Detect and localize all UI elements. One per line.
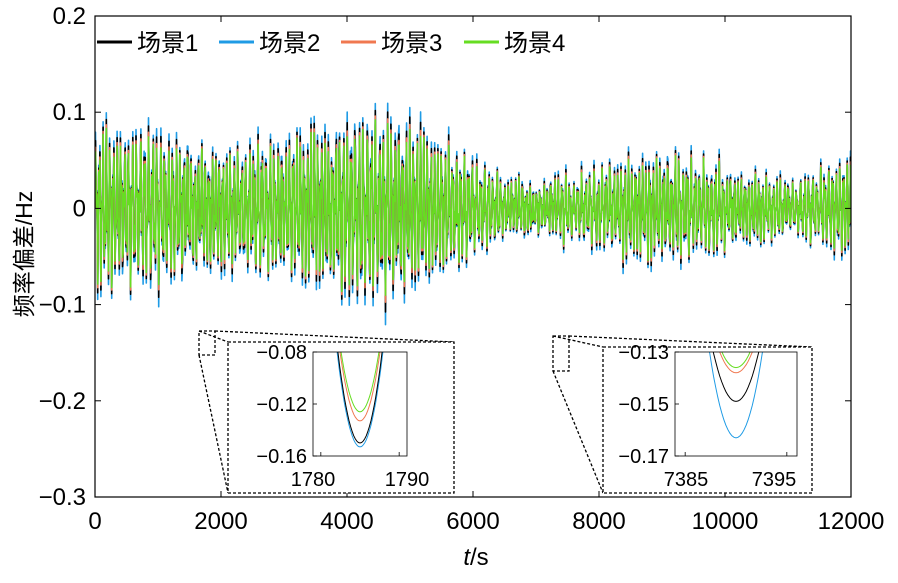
x-tick-label: 4000 [320, 508, 373, 535]
inset-1-curve-2 [336, 352, 384, 448]
inset-2-border [602, 346, 813, 494]
legend-label-2: 场景2 [259, 30, 320, 57]
inset-2-curves [709, 352, 763, 439]
legend-label-1: 场景1 [137, 30, 198, 57]
inset-x-tick-label: 1780 [291, 469, 336, 491]
inset-1-curve-4 [340, 352, 380, 413]
x-axis-label-var: t [463, 544, 471, 571]
y-tick-label: −0.3 [39, 484, 86, 511]
x-tick-label: 2000 [194, 508, 247, 535]
x-axis: 0 2000 4000 6000 8000 10000 12000 [88, 16, 884, 535]
inset-2-curve-3 [719, 352, 753, 374]
inset-y-tick-label: −0.15 [618, 394, 669, 416]
connector-2b [568, 335, 813, 348]
inset-2-curve-1 [712, 352, 760, 402]
x-axis-label: t/s [463, 544, 488, 571]
connector-1c [198, 354, 229, 494]
inset-y-tick-label: −0.17 [618, 446, 669, 468]
y-tick-label: 0.1 [53, 99, 86, 126]
inset-1-curves [336, 352, 384, 448]
inset-y-tick-label: −0.12 [256, 394, 307, 416]
y-tick-label: 0 [73, 195, 86, 222]
y-axis-label: 频率偏差/Hz [11, 191, 37, 318]
x-tick-label: 8000 [572, 508, 625, 535]
inset-x-tick-label: 7385 [664, 469, 709, 491]
legend: 场景1 场景2 场景3 场景4 [97, 30, 565, 57]
y-tick-label: −0.1 [39, 292, 86, 319]
connector-1b [214, 330, 455, 343]
connector-2c [552, 370, 604, 494]
inset-y-tick-label: −0.08 [256, 342, 307, 364]
x-tick-label: 0 [88, 508, 101, 535]
y-tick-label: 0.2 [53, 3, 86, 30]
inset-1-curve-3 [339, 352, 381, 422]
inset-1-curve-1 [337, 352, 383, 444]
x-tick-label: 10000 [692, 508, 759, 535]
series-line-4 [95, 119, 851, 296]
x-tick-label: 12000 [818, 508, 885, 535]
inset-2-curve-2 [709, 352, 763, 439]
zoom-marker-2 [552, 335, 570, 372]
connector-1a [198, 330, 229, 343]
y-axis: 0.2 0.1 0 −0.1 −0.2 −0.3 [39, 3, 851, 511]
x-axis-label-unit: /s [470, 544, 489, 571]
connector-2a [552, 335, 604, 348]
zoom-marker-1 [198, 330, 216, 356]
inset-2-curve-4 [721, 352, 751, 369]
legend-label-4: 场景4 [504, 30, 565, 57]
inset-y-tick-label: −0.16 [256, 446, 307, 468]
y-tick-label: −0.2 [39, 388, 86, 415]
x-tick-label: 6000 [446, 508, 499, 535]
inset-x-tick-label: 1790 [385, 469, 430, 491]
inset-y-tick-label: −0.13 [618, 342, 669, 364]
main-series-group [95, 102, 851, 326]
inset-1-border [227, 341, 455, 494]
inset-x-tick-label: 7395 [752, 469, 797, 491]
legend-label-3: 场景3 [381, 30, 442, 57]
